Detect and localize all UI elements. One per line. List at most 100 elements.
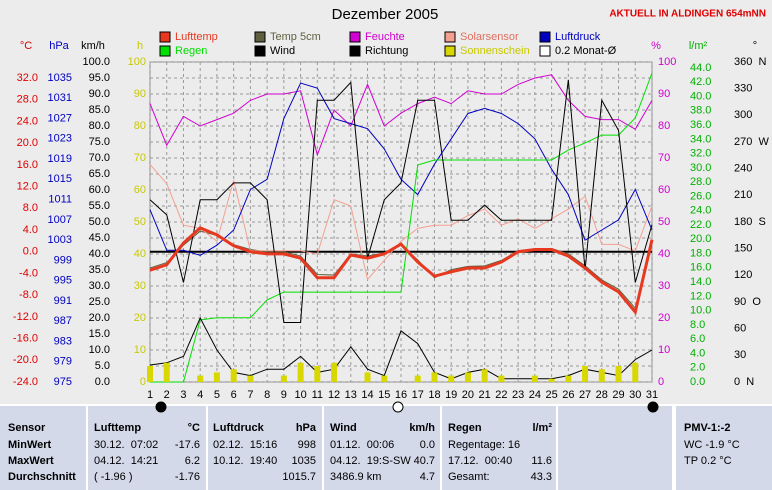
y-tick-label: 28.0	[690, 176, 711, 188]
legend-label: Solarsensor	[460, 31, 519, 43]
y-tick-label: 50	[134, 216, 146, 228]
y-tick-label: 975	[54, 376, 72, 388]
y-tick-label: -8.0	[19, 289, 38, 301]
x-tick-label: 28	[596, 389, 608, 401]
bar	[548, 378, 555, 382]
line	[149, 164, 653, 281]
y-tick-label: 20	[134, 312, 146, 324]
y-tick-label: 65.0	[89, 168, 110, 180]
y-tick-label: 50.0	[89, 216, 110, 228]
y-tick-label: 999	[54, 254, 72, 266]
table-cell: 02.12. 15:16	[213, 439, 277, 451]
y-tick-label: 30	[658, 280, 670, 292]
y-tick-label: -12.0	[13, 311, 38, 323]
table-cell: 43.3	[531, 471, 552, 483]
table-col	[324, 406, 440, 490]
y-tick-label: 995	[54, 275, 72, 287]
y-tick-label: 1027	[48, 112, 72, 124]
x-tick-label: 10	[294, 389, 306, 401]
y-tick-label: 15.0	[89, 328, 110, 340]
y-tick-label: 90.0	[89, 88, 110, 100]
table-cell: 1035	[292, 455, 316, 467]
y-tick-label: 44.0	[690, 62, 711, 74]
x-tick-label: 9	[281, 389, 287, 401]
y-tick-label: 45.0	[89, 232, 110, 244]
table-cell: 11.6	[531, 455, 552, 467]
y-tick-label: 300	[734, 109, 752, 121]
legend-swatch	[254, 45, 266, 57]
table-cell: Luftdruck	[213, 422, 265, 434]
table-cell: km/h	[409, 422, 435, 434]
legend-label: Temp 5cm	[270, 31, 321, 43]
x-tick-label: 1	[147, 389, 153, 401]
y-tick-label: 0	[140, 376, 146, 388]
y-tick-label: 60	[734, 323, 746, 335]
y-tick-label: 26.0	[690, 190, 711, 202]
table-cell: 0.0	[420, 439, 435, 451]
bar	[582, 366, 589, 382]
y-tick-label: 85.0	[89, 104, 110, 116]
x-tick-label: 25	[545, 389, 557, 401]
table-cell: Regentage: 16	[448, 439, 520, 451]
y-tick-label: 22.0	[690, 219, 711, 231]
legend-swatch	[254, 31, 266, 43]
table-cell: -17.6	[175, 439, 200, 451]
bar	[147, 366, 153, 382]
table-cell: 30.12. 07:02	[94, 439, 158, 451]
x-tick-label: 27	[579, 389, 591, 401]
table-col	[442, 406, 556, 490]
y-tick-label: 20	[658, 312, 670, 324]
line	[149, 79, 653, 323]
y-tick-label: 0.0	[690, 376, 705, 388]
table-cell: 998	[298, 439, 316, 451]
table-col	[0, 406, 86, 490]
table-col	[676, 406, 772, 490]
y-tick-label: 2.0	[690, 362, 705, 374]
y-tick-label: 24.0	[17, 115, 38, 127]
table-cell: Lufttemp	[94, 422, 141, 434]
y-tick-label: 32.0	[690, 148, 711, 160]
x-tick-label: 12	[328, 389, 340, 401]
y-tick-label: 35.0	[89, 264, 110, 276]
table-cell: l/m²	[532, 422, 552, 434]
x-tick-label: 22	[495, 389, 507, 401]
y-tick-label: 80	[658, 120, 670, 132]
x-tick-label: 13	[345, 389, 357, 401]
y-tick-label: 983	[54, 335, 72, 347]
table-cell: 6.2	[185, 455, 200, 467]
y-tick-label: 40	[658, 248, 670, 260]
y-tick-label: 6.0	[690, 333, 705, 345]
table-col	[88, 406, 206, 490]
bar	[464, 372, 471, 382]
axis-title: hPa	[49, 40, 69, 52]
table-cell: 4.7	[420, 471, 435, 483]
table-cell: 17.12. 00:40	[448, 455, 512, 467]
y-tick-label: 100	[128, 56, 146, 68]
bar	[280, 375, 287, 382]
y-tick-label: 1007	[48, 214, 72, 226]
y-tick-label: 360 N	[734, 56, 766, 68]
bar	[197, 375, 204, 382]
y-tick-label: 991	[54, 295, 72, 307]
legend-label: Sonnenschein	[460, 45, 530, 57]
x-tick-label: 4	[197, 389, 203, 401]
y-tick-label: 38.0	[690, 105, 711, 117]
bar	[498, 375, 505, 382]
y-tick-label: 32.0	[17, 72, 38, 84]
x-tick-label: 6	[231, 389, 237, 401]
line	[150, 72, 653, 383]
y-tick-label: 18.0	[690, 247, 711, 259]
bar	[331, 362, 338, 382]
chart-title: Dezember 2005	[332, 6, 439, 23]
legend-swatch	[159, 45, 171, 57]
x-tick-label: 31	[646, 389, 658, 401]
y-tick-label: 100.0	[82, 56, 110, 68]
y-tick-label: 270 W	[734, 136, 769, 148]
axis-title: °	[753, 40, 757, 52]
bar	[615, 366, 622, 382]
y-tick-label: 1035	[48, 72, 72, 84]
table-cell: 01.12. 00:06	[330, 439, 394, 451]
x-tick-label: 15	[378, 389, 390, 401]
axis-title: h	[137, 40, 143, 52]
